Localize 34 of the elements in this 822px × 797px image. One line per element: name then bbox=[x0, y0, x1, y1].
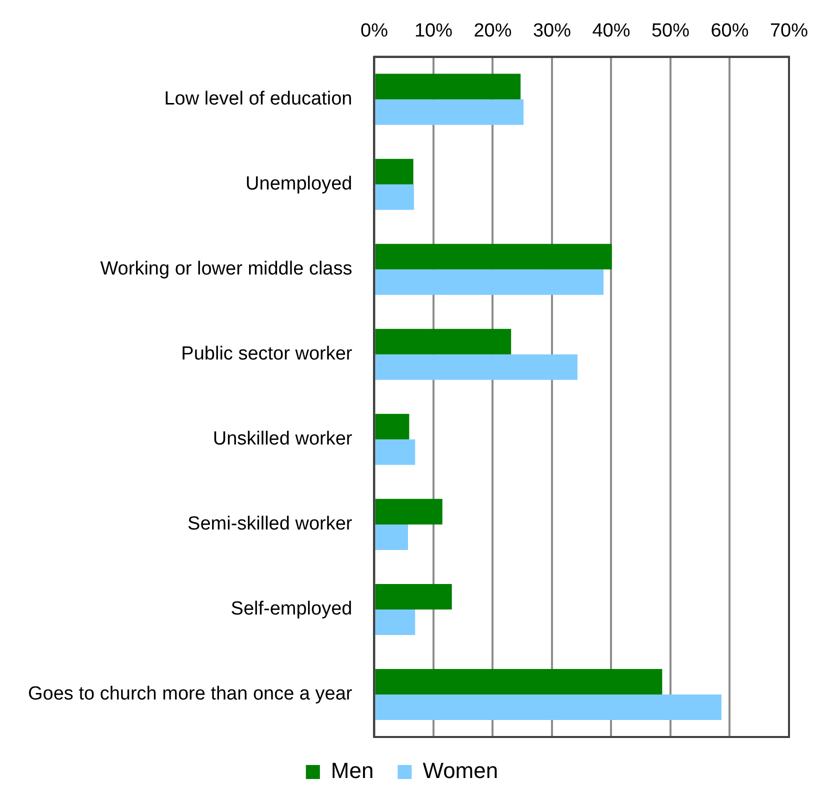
bar bbox=[375, 498, 442, 524]
bar bbox=[375, 354, 578, 380]
x-tick-label: 60% bbox=[710, 20, 749, 42]
x-tick-label: 70% bbox=[770, 20, 808, 42]
x-tick-label: 10% bbox=[414, 20, 453, 42]
bar bbox=[375, 328, 512, 354]
x-tick-label: 0% bbox=[360, 20, 388, 42]
bar bbox=[375, 668, 662, 694]
bar bbox=[375, 584, 452, 610]
bar bbox=[375, 184, 414, 210]
x-tick-label: 20% bbox=[474, 20, 512, 42]
y-tick-label: Semi-skilled worker bbox=[188, 514, 353, 535]
x-tick-label: 50% bbox=[651, 20, 690, 42]
y-tick-label: Unemployed bbox=[246, 174, 352, 195]
bar bbox=[375, 158, 414, 184]
bar bbox=[375, 99, 524, 125]
x-tick-label: 30% bbox=[532, 20, 572, 42]
legend-label: Women bbox=[422, 758, 498, 784]
bar bbox=[375, 609, 416, 635]
y-tick-label: Public sector worker bbox=[181, 344, 353, 365]
y-tick-label: Working or lower middle class bbox=[100, 258, 352, 280]
x-tick-label: 40% bbox=[592, 20, 630, 42]
bar bbox=[375, 244, 612, 270]
y-tick-label: Goes to church more than once a year bbox=[28, 684, 353, 705]
bar bbox=[375, 414, 410, 440]
bar bbox=[375, 269, 604, 295]
bar bbox=[375, 524, 408, 550]
bar bbox=[375, 694, 722, 720]
legend-label: Men bbox=[330, 758, 374, 784]
y-tick-label: Self-employed bbox=[230, 598, 352, 620]
y-tick-label: Unskilled worker bbox=[212, 428, 353, 450]
bar bbox=[375, 74, 521, 100]
y-tick-label: Low level of education bbox=[164, 88, 352, 110]
bar bbox=[375, 439, 416, 465]
